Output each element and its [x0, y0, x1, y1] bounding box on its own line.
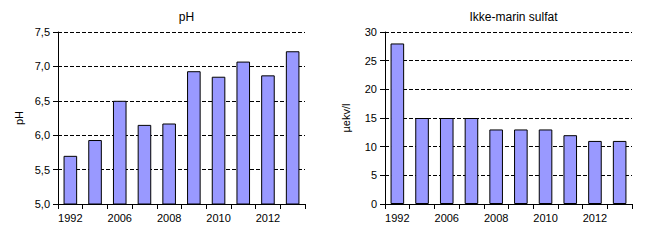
svg-text:µekv/l: µekv/l — [340, 104, 352, 133]
svg-text:pH: pH — [179, 10, 194, 24]
svg-text:15: 15 — [365, 112, 377, 124]
svg-text:25: 25 — [365, 55, 377, 67]
svg-text:5: 5 — [371, 169, 377, 181]
svg-text:2008: 2008 — [484, 212, 508, 224]
svg-text:5,0: 5,0 — [35, 198, 50, 210]
svg-text:2010: 2010 — [533, 212, 557, 224]
svg-text:1992: 1992 — [58, 212, 82, 224]
svg-text:10: 10 — [365, 141, 377, 153]
svg-text:2012: 2012 — [583, 212, 607, 224]
svg-text:1992: 1992 — [385, 212, 409, 224]
svg-text:0: 0 — [371, 198, 377, 210]
svg-text:2008: 2008 — [157, 212, 181, 224]
svg-text:6,0: 6,0 — [35, 129, 50, 141]
svg-text:Ikke-marin sulfat: Ikke-marin sulfat — [469, 10, 558, 24]
svg-text:20: 20 — [365, 83, 377, 95]
svg-text:30: 30 — [365, 26, 377, 38]
svg-text:5,5: 5,5 — [35, 164, 50, 176]
svg-text:2010: 2010 — [206, 212, 230, 224]
svg-text:6,5: 6,5 — [35, 95, 50, 107]
svg-text:7,0: 7,0 — [35, 60, 50, 72]
svg-text:2006: 2006 — [108, 212, 132, 224]
svg-text:2012: 2012 — [256, 212, 280, 224]
svg-text:2006: 2006 — [435, 212, 459, 224]
svg-text:7,5: 7,5 — [35, 26, 50, 38]
svg-text:pH: pH — [13, 111, 25, 125]
